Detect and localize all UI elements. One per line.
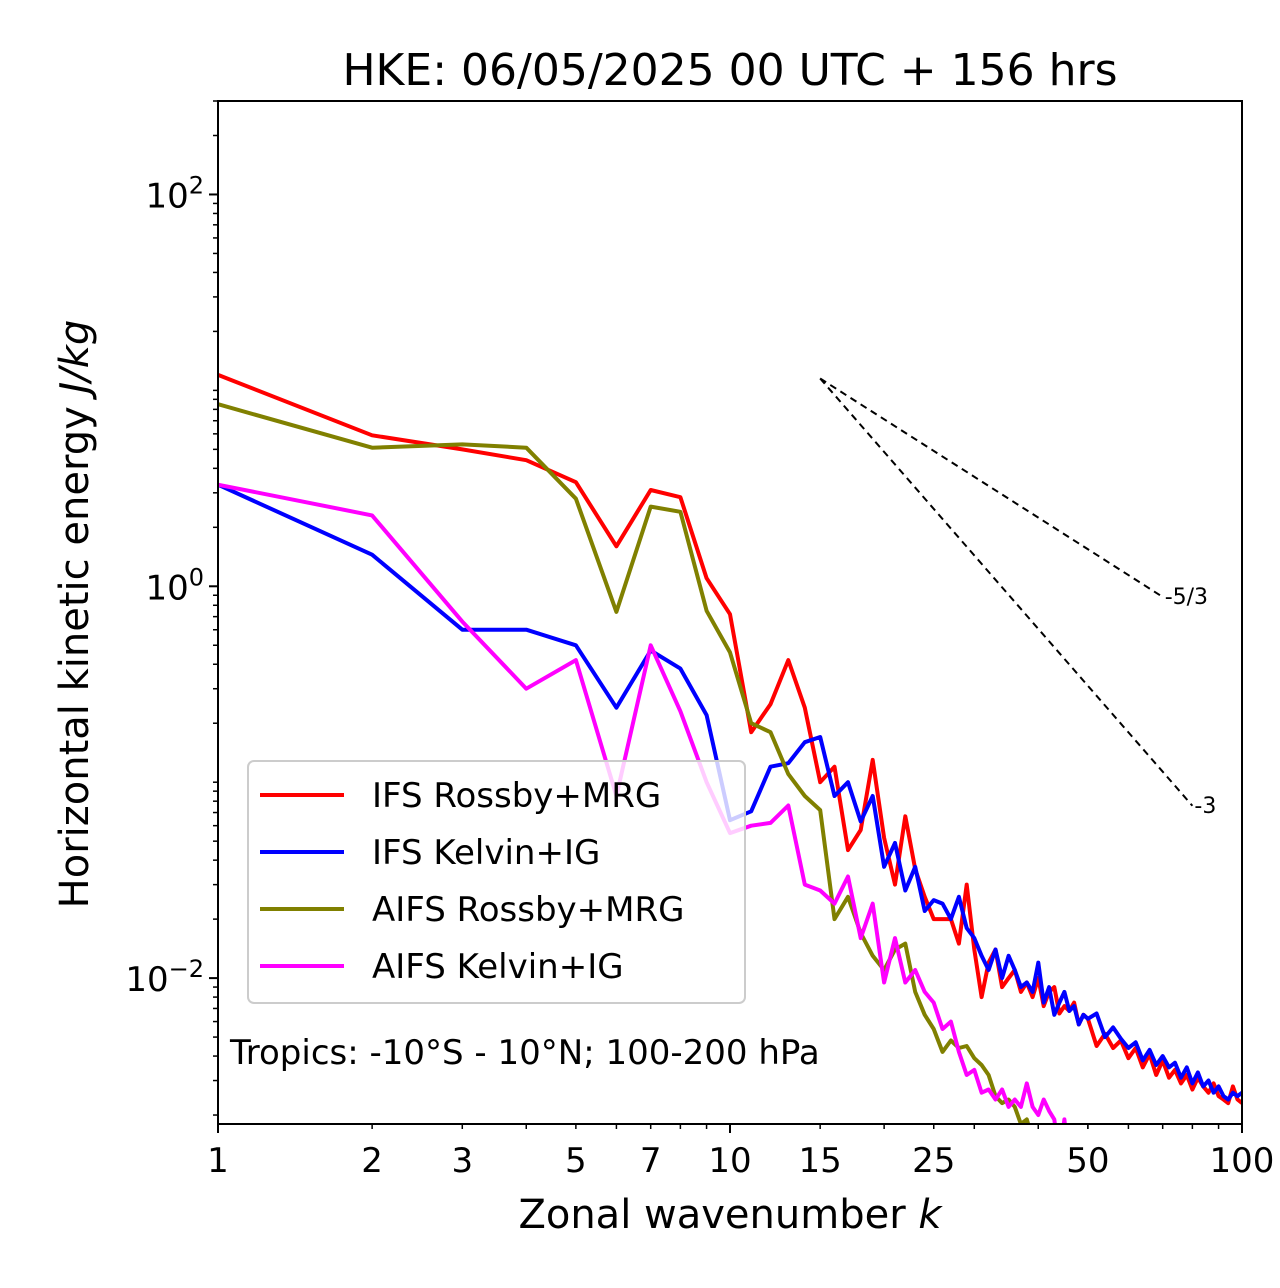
y-tick-label: 102 xyxy=(145,171,204,216)
reference-line-2 xyxy=(819,377,1194,807)
y-axis-label-unit: J/kg xyxy=(52,320,98,401)
legend: IFS Rossby+MRG IFS Kelvin+IG AIFS Rossby+M… xyxy=(247,760,746,1004)
series-line-3 xyxy=(218,402,1031,1124)
x-tick-label: 10 xyxy=(708,1141,751,1181)
x-axis-label-variable: k xyxy=(918,1192,943,1238)
x-tick-label: 1 xyxy=(207,1141,229,1181)
reference-line-label-2: -3 xyxy=(1194,794,1216,819)
legend-label-3: AIFS Rossby+MRG xyxy=(372,890,684,930)
reference-slope-lines xyxy=(819,377,1194,807)
x-tick-label: 50 xyxy=(1066,1141,1109,1181)
x-tick-label: 100 xyxy=(1210,1141,1275,1181)
x-axis-ticks: 1 2 3 5 7 10 15 25 50 100 xyxy=(207,1124,1274,1181)
legend-label-4: AIFS Kelvin+IG xyxy=(372,947,624,987)
x-tick-label: 2 xyxy=(361,1141,383,1181)
chart-title: HKE: 06/05/2025 00 UTC + 156 hrs xyxy=(342,45,1117,96)
y-axis-ticks: 102 100 10−2 xyxy=(125,100,218,1116)
reference-line-1 xyxy=(819,377,1164,598)
series-layer xyxy=(218,373,1242,1124)
x-axis-label-text: Zonal wavenumber xyxy=(518,1192,906,1238)
y-tick-label: 10−2 xyxy=(125,955,204,1000)
series-line-2 xyxy=(218,482,1242,1102)
legend-box xyxy=(247,760,746,1004)
y-axis-label: Horizontal kinetic energy J/kg xyxy=(52,320,98,909)
legend-items: IFS Rossby+MRG IFS Kelvin+IG AIFS Rossby+M… xyxy=(260,776,684,987)
x-axis-label: Zonal wavenumber k xyxy=(518,1192,943,1238)
legend-label-2: IFS Kelvin+IG xyxy=(372,833,600,873)
x-tick-label: 3 xyxy=(451,1141,473,1181)
y-axis-label-text: Horizontal kinetic energy xyxy=(52,406,98,908)
region-annotation: Tropics: -10°S - 10°N; 100-200 hPa xyxy=(229,1033,820,1073)
reference-line-label-1: -5/3 xyxy=(1165,585,1208,610)
x-tick-label: 25 xyxy=(912,1141,955,1181)
y-tick-label: 100 xyxy=(145,563,204,608)
x-tick-label: 5 xyxy=(565,1141,587,1181)
legend-label-1: IFS Rossby+MRG xyxy=(372,776,661,816)
x-tick-label: 15 xyxy=(799,1141,842,1181)
x-tick-label: 7 xyxy=(640,1141,662,1181)
